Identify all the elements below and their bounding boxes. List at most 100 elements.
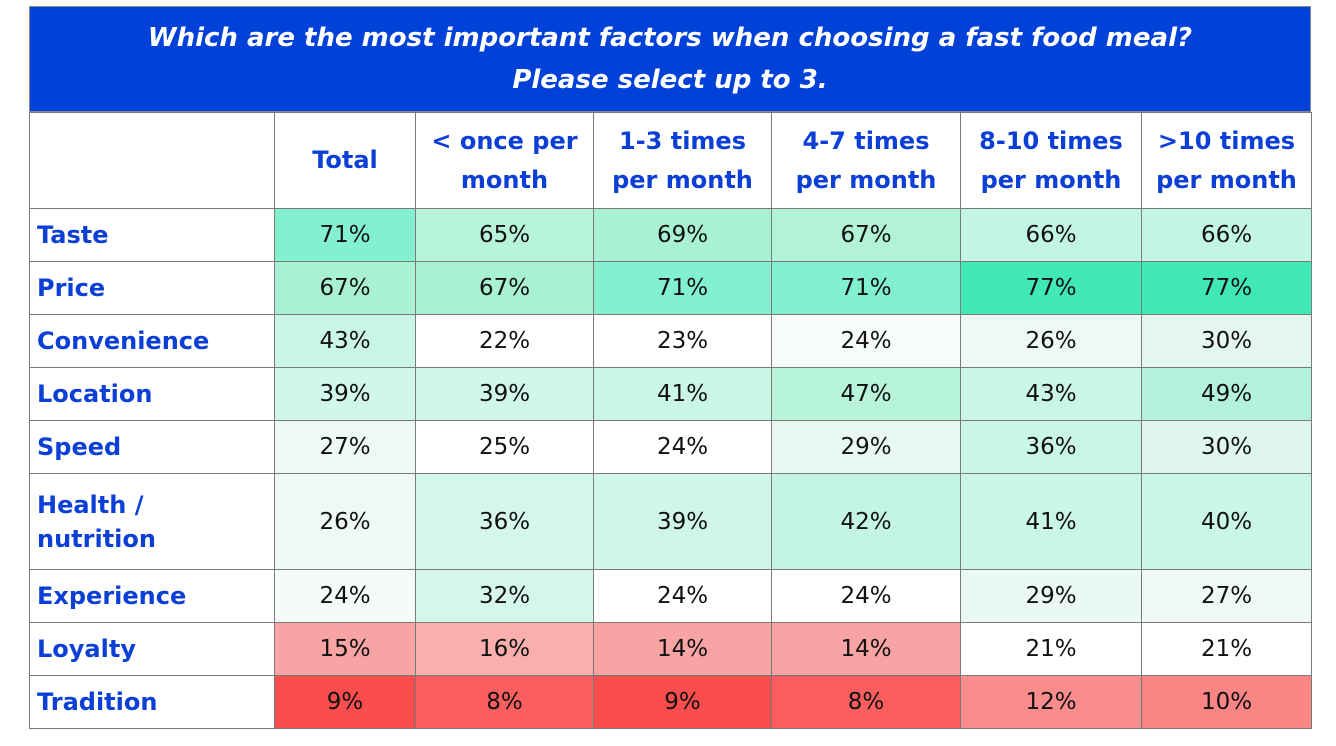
row-label: Health / nutrition	[29, 473, 275, 570]
column-header-text: per month	[612, 165, 753, 194]
header-corner-cell	[29, 112, 275, 209]
row-label: Experience	[29, 569, 275, 623]
value-cell: 67%	[274, 261, 416, 315]
value-cell: 39%	[593, 473, 772, 570]
row-label-text: Loyalty	[37, 635, 136, 663]
value-cell: 66%	[960, 208, 1142, 262]
column-header-text: month	[460, 165, 549, 194]
value-cell: 9%	[593, 675, 772, 729]
value-cell: 41%	[960, 473, 1142, 570]
value-cell: 8%	[771, 675, 961, 729]
value-cell: 47%	[771, 367, 961, 421]
value-cell: 29%	[960, 569, 1142, 623]
row-label: Taste	[29, 208, 275, 262]
value-cell: 67%	[771, 208, 961, 262]
value-cell: 16%	[415, 622, 594, 676]
value-cell: 23%	[593, 314, 772, 368]
value-cell: 24%	[274, 569, 416, 623]
value-cell: 67%	[415, 261, 594, 315]
value-cell: 26%	[274, 473, 416, 570]
table-header-row: Total < once per month 1-3 times per month 4-…	[29, 112, 1312, 209]
row-label: Price	[29, 261, 275, 315]
value-cell: 26%	[960, 314, 1142, 368]
row-label-text: Price	[37, 274, 106, 302]
value-cell: 43%	[274, 314, 416, 368]
column-header-text: 8-10 times	[979, 126, 1123, 155]
row-label-text: Tradition	[37, 688, 158, 716]
value-cell: 12%	[960, 675, 1142, 729]
column-header-text: per month	[1156, 165, 1297, 194]
value-cell: 22%	[415, 314, 594, 368]
column-header-text: per month	[795, 165, 937, 194]
value-cell: 36%	[960, 420, 1142, 474]
row-label-text: Speed	[37, 433, 122, 461]
value-cell: 15%	[274, 622, 416, 676]
row-label-text: nutrition	[37, 524, 156, 553]
value-cell: 42%	[771, 473, 961, 570]
table-row: Convenience 43% 22% 23% 24% 26% 30%	[29, 314, 1312, 368]
row-label-text: Health /	[37, 490, 144, 519]
value-cell: 24%	[593, 420, 772, 474]
value-cell: 8%	[415, 675, 594, 729]
table-row: Health / nutrition 26% 36% 39% 42% 41% 40%	[29, 473, 1312, 570]
value-cell: 25%	[415, 420, 594, 474]
value-cell: 40%	[1141, 473, 1312, 570]
value-cell: 39%	[274, 367, 416, 421]
value-cell: 14%	[771, 622, 961, 676]
value-cell: 27%	[1141, 569, 1312, 623]
table-row: Taste 71% 65% 69% 67% 66% 66%	[29, 208, 1312, 262]
column-header-text: Total	[312, 146, 378, 174]
chart-title-banner: Which are the most important factors whe…	[29, 6, 1311, 112]
table-row: Speed 27% 25% 24% 29% 36% 30%	[29, 420, 1312, 474]
value-cell: 71%	[771, 261, 961, 315]
column-header-0: Total	[274, 112, 416, 209]
value-cell: 24%	[771, 569, 961, 623]
value-cell: 32%	[415, 569, 594, 623]
value-cell: 21%	[960, 622, 1142, 676]
row-label: Location	[29, 367, 275, 421]
table-row: Tradition 9% 8% 9% 8% 12% 10%	[29, 675, 1312, 729]
column-header-text: < once per	[431, 126, 578, 155]
value-cell: 71%	[593, 261, 772, 315]
value-cell: 77%	[1141, 261, 1312, 315]
value-cell: 30%	[1141, 420, 1312, 474]
row-label-text: Location	[37, 380, 153, 408]
value-cell: 65%	[415, 208, 594, 262]
column-header-2: 1-3 times per month	[593, 112, 772, 209]
value-cell: 71%	[274, 208, 416, 262]
table-row: Location 39% 39% 41% 47% 43% 49%	[29, 367, 1312, 421]
row-label-text: Convenience	[37, 327, 210, 355]
value-cell: 24%	[771, 314, 961, 368]
chart-title-line-2: Please select up to 3.	[512, 65, 828, 95]
value-cell: 41%	[593, 367, 772, 421]
table-body: Taste 71% 65% 69% 67% 66% 66% Price 67% 67% 71% 71%…	[29, 208, 1312, 729]
chart-title-line-1: Which are the most important factors whe…	[147, 23, 1193, 53]
row-label: Convenience	[29, 314, 275, 368]
value-cell: 29%	[771, 420, 961, 474]
table-row: Price 67% 67% 71% 71% 77% 77%	[29, 261, 1312, 315]
table-row: Loyalty 15% 16% 14% 14% 21% 21%	[29, 622, 1312, 676]
row-label: Loyalty	[29, 622, 275, 676]
value-cell: 43%	[960, 367, 1142, 421]
column-header-1: < once per month	[415, 112, 594, 209]
value-cell: 9%	[274, 675, 416, 729]
value-cell: 66%	[1141, 208, 1312, 262]
row-label-text: Experience	[37, 582, 187, 610]
column-header-3: 4-7 times per month	[771, 112, 961, 209]
value-cell: 21%	[1141, 622, 1312, 676]
value-cell: 39%	[415, 367, 594, 421]
column-header-text: >10 times	[1157, 126, 1296, 155]
value-cell: 49%	[1141, 367, 1312, 421]
column-header-5: >10 times per month	[1141, 112, 1312, 209]
row-label: Tradition	[29, 675, 275, 729]
column-header-text: per month	[980, 165, 1122, 194]
results-table-container: Total < once per month 1-3 times per month 4-…	[29, 112, 1312, 729]
row-label-text: Taste	[37, 221, 109, 249]
column-header-4: 8-10 times per month	[960, 112, 1142, 209]
chart-table-figure: Which are the most important factors whe…	[29, 6, 1312, 729]
value-cell: 36%	[415, 473, 594, 570]
value-cell: 14%	[593, 622, 772, 676]
table-row: Experience 24% 32% 24% 24% 29% 27%	[29, 569, 1312, 623]
value-cell: 69%	[593, 208, 772, 262]
results-table: Total < once per month 1-3 times per month 4-…	[29, 112, 1312, 729]
